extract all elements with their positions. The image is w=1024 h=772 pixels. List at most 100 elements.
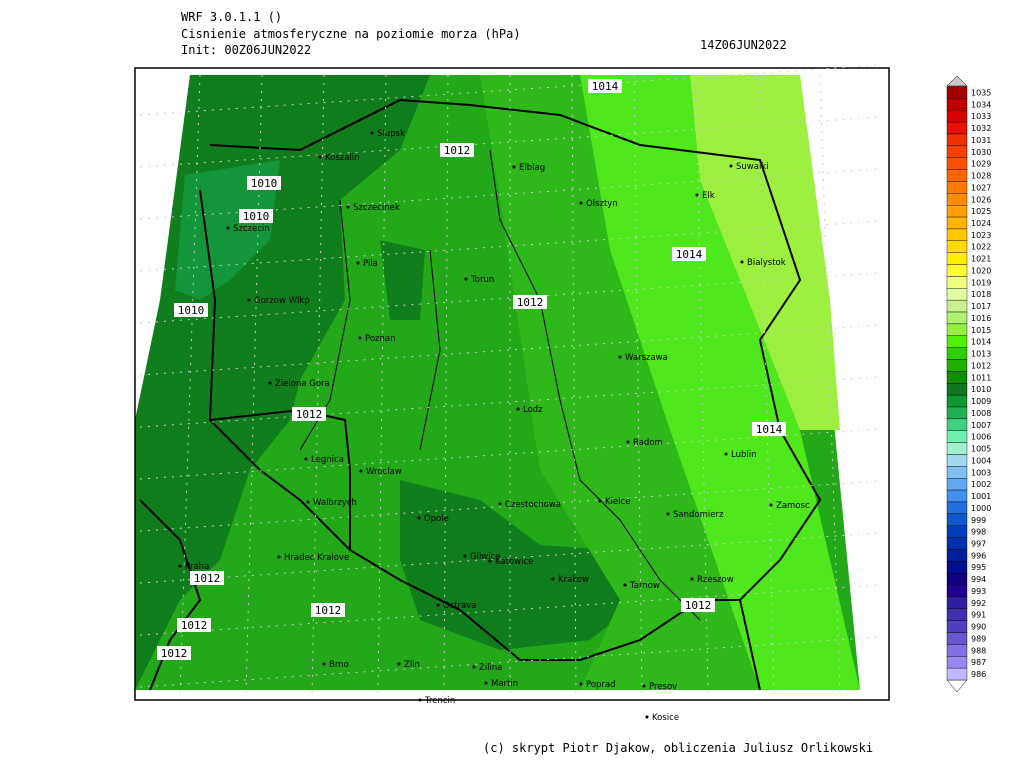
colorbar-label: 1015 (971, 326, 991, 335)
city-label: Poprad (586, 680, 616, 690)
city-label: Zlin (404, 660, 420, 670)
city-label: Gorzow Wlkp (254, 296, 310, 306)
city-label: Warszawa (625, 353, 668, 363)
contour-label: 1014 (676, 248, 703, 261)
contour-label: 1014 (592, 80, 619, 93)
colorbar-label: 1010 (971, 385, 991, 394)
city-dot (463, 554, 467, 558)
colorbar-label: 1012 (971, 361, 991, 370)
contour-label: 1012 (296, 408, 323, 421)
colorbar-swatch (946, 193, 968, 206)
contour-label-box (247, 176, 281, 190)
colorbar-swatch (946, 620, 968, 633)
colorbar-swatch (946, 276, 968, 289)
contour-label: 1012 (161, 647, 188, 660)
footer-credit: (c) skrypt Piotr Djakow, obliczenia Juli… (483, 741, 873, 755)
city-label: Kielce (605, 497, 630, 507)
colorbar-label: 1032 (971, 124, 991, 133)
city-label: Kosice (652, 713, 679, 723)
colorbar-swatch (946, 418, 968, 431)
colorbar-label: 987 (971, 658, 986, 667)
field-1011 (380, 240, 425, 320)
contour-label-box (311, 603, 345, 617)
contour-label-box (440, 143, 474, 157)
city-label: Bialystok (747, 258, 786, 268)
colorbar-label: 1000 (971, 504, 991, 513)
city-label: Suwalki (736, 162, 769, 172)
city-dot (436, 603, 440, 607)
city-label: Hradec Kralove (284, 553, 349, 563)
city-dot (724, 452, 728, 456)
city-dot (769, 503, 773, 507)
city-label: Czestochowa (505, 500, 561, 510)
cities: Slupsk Koszalin Elblag Suwalki Elk Szczecinek… (178, 129, 810, 723)
colorbar-swatch (946, 632, 968, 645)
map-title: Cisnienie atmosferyczne na poziomie morz… (181, 27, 521, 41)
colorbar-label: 1009 (971, 397, 991, 406)
colorbar-swatch (946, 240, 968, 253)
city-label: Poznan (365, 334, 395, 344)
colorbar-swatch (946, 145, 968, 158)
city-label: Lodz (523, 405, 543, 415)
colorbar-swatch (946, 216, 968, 230)
colorbar-swatch (946, 644, 968, 657)
city-label: Gliwice (470, 552, 501, 562)
colorbar-swatch (946, 596, 968, 609)
colorbar-swatch (946, 181, 968, 194)
colorbar-label: 1013 (971, 350, 991, 359)
colorbar-label: 1028 (971, 172, 991, 181)
contour-label-box (190, 571, 224, 585)
colorbar-swatch (946, 466, 968, 479)
contour-label: 1014 (756, 423, 783, 436)
colorbar-swatch (946, 383, 968, 396)
field-1014 (580, 75, 860, 690)
city-label: Szczecinek (353, 203, 400, 213)
colorbar-swatch (946, 288, 968, 301)
colorbar-swatch (946, 133, 968, 147)
city-dot (618, 355, 622, 359)
map-field (135, 75, 860, 691)
city-label: Zilina (479, 663, 503, 673)
colorbar-label: 1018 (971, 290, 991, 299)
contour-label-box (157, 646, 191, 660)
city-dot (346, 205, 350, 209)
colorbar-label: 1026 (971, 195, 991, 204)
city-dot (626, 440, 630, 444)
field-1013 (480, 75, 760, 690)
contour-label: 1010 (243, 210, 270, 223)
city-dot (277, 555, 281, 559)
colorbar-label: 989 (971, 634, 986, 643)
city-label: Presov (649, 682, 677, 692)
colorbar-label: 1035 (971, 88, 991, 97)
colorbar-label: 1019 (971, 278, 991, 287)
city-label: Zielona Gora (275, 379, 330, 389)
colorbar-label: 994 (971, 575, 986, 584)
city-dot (472, 665, 476, 669)
colorbar-swatch (946, 299, 968, 313)
colorbar-swatch (946, 430, 968, 443)
colorbar-swatch (946, 667, 968, 681)
map-frame (134, 67, 890, 701)
city-dot (304, 457, 308, 461)
rivers (299, 149, 701, 621)
colorbar-swatch (946, 489, 968, 503)
colorbar-label: 1004 (971, 456, 991, 465)
colorbar-label: 1033 (971, 112, 991, 121)
colorbar-bottom-arrow (946, 679, 968, 693)
colorbar-label: 988 (971, 646, 986, 655)
contour-label: 1010 (251, 177, 278, 190)
colorbar-label: 991 (971, 611, 986, 620)
city-label: Olsztyn (586, 199, 618, 209)
city-label: Walbrzych (313, 498, 357, 508)
city-label: Zamosc (776, 501, 810, 511)
city-dot (516, 407, 520, 411)
colorbar-swatch (946, 347, 968, 360)
contour-label: 1012 (517, 296, 544, 309)
colorbar-swatch (946, 525, 968, 538)
contour-label-box (672, 247, 706, 261)
city-dot (322, 662, 326, 666)
colorbar-label: 1005 (971, 445, 991, 454)
field-1015 (690, 75, 840, 430)
